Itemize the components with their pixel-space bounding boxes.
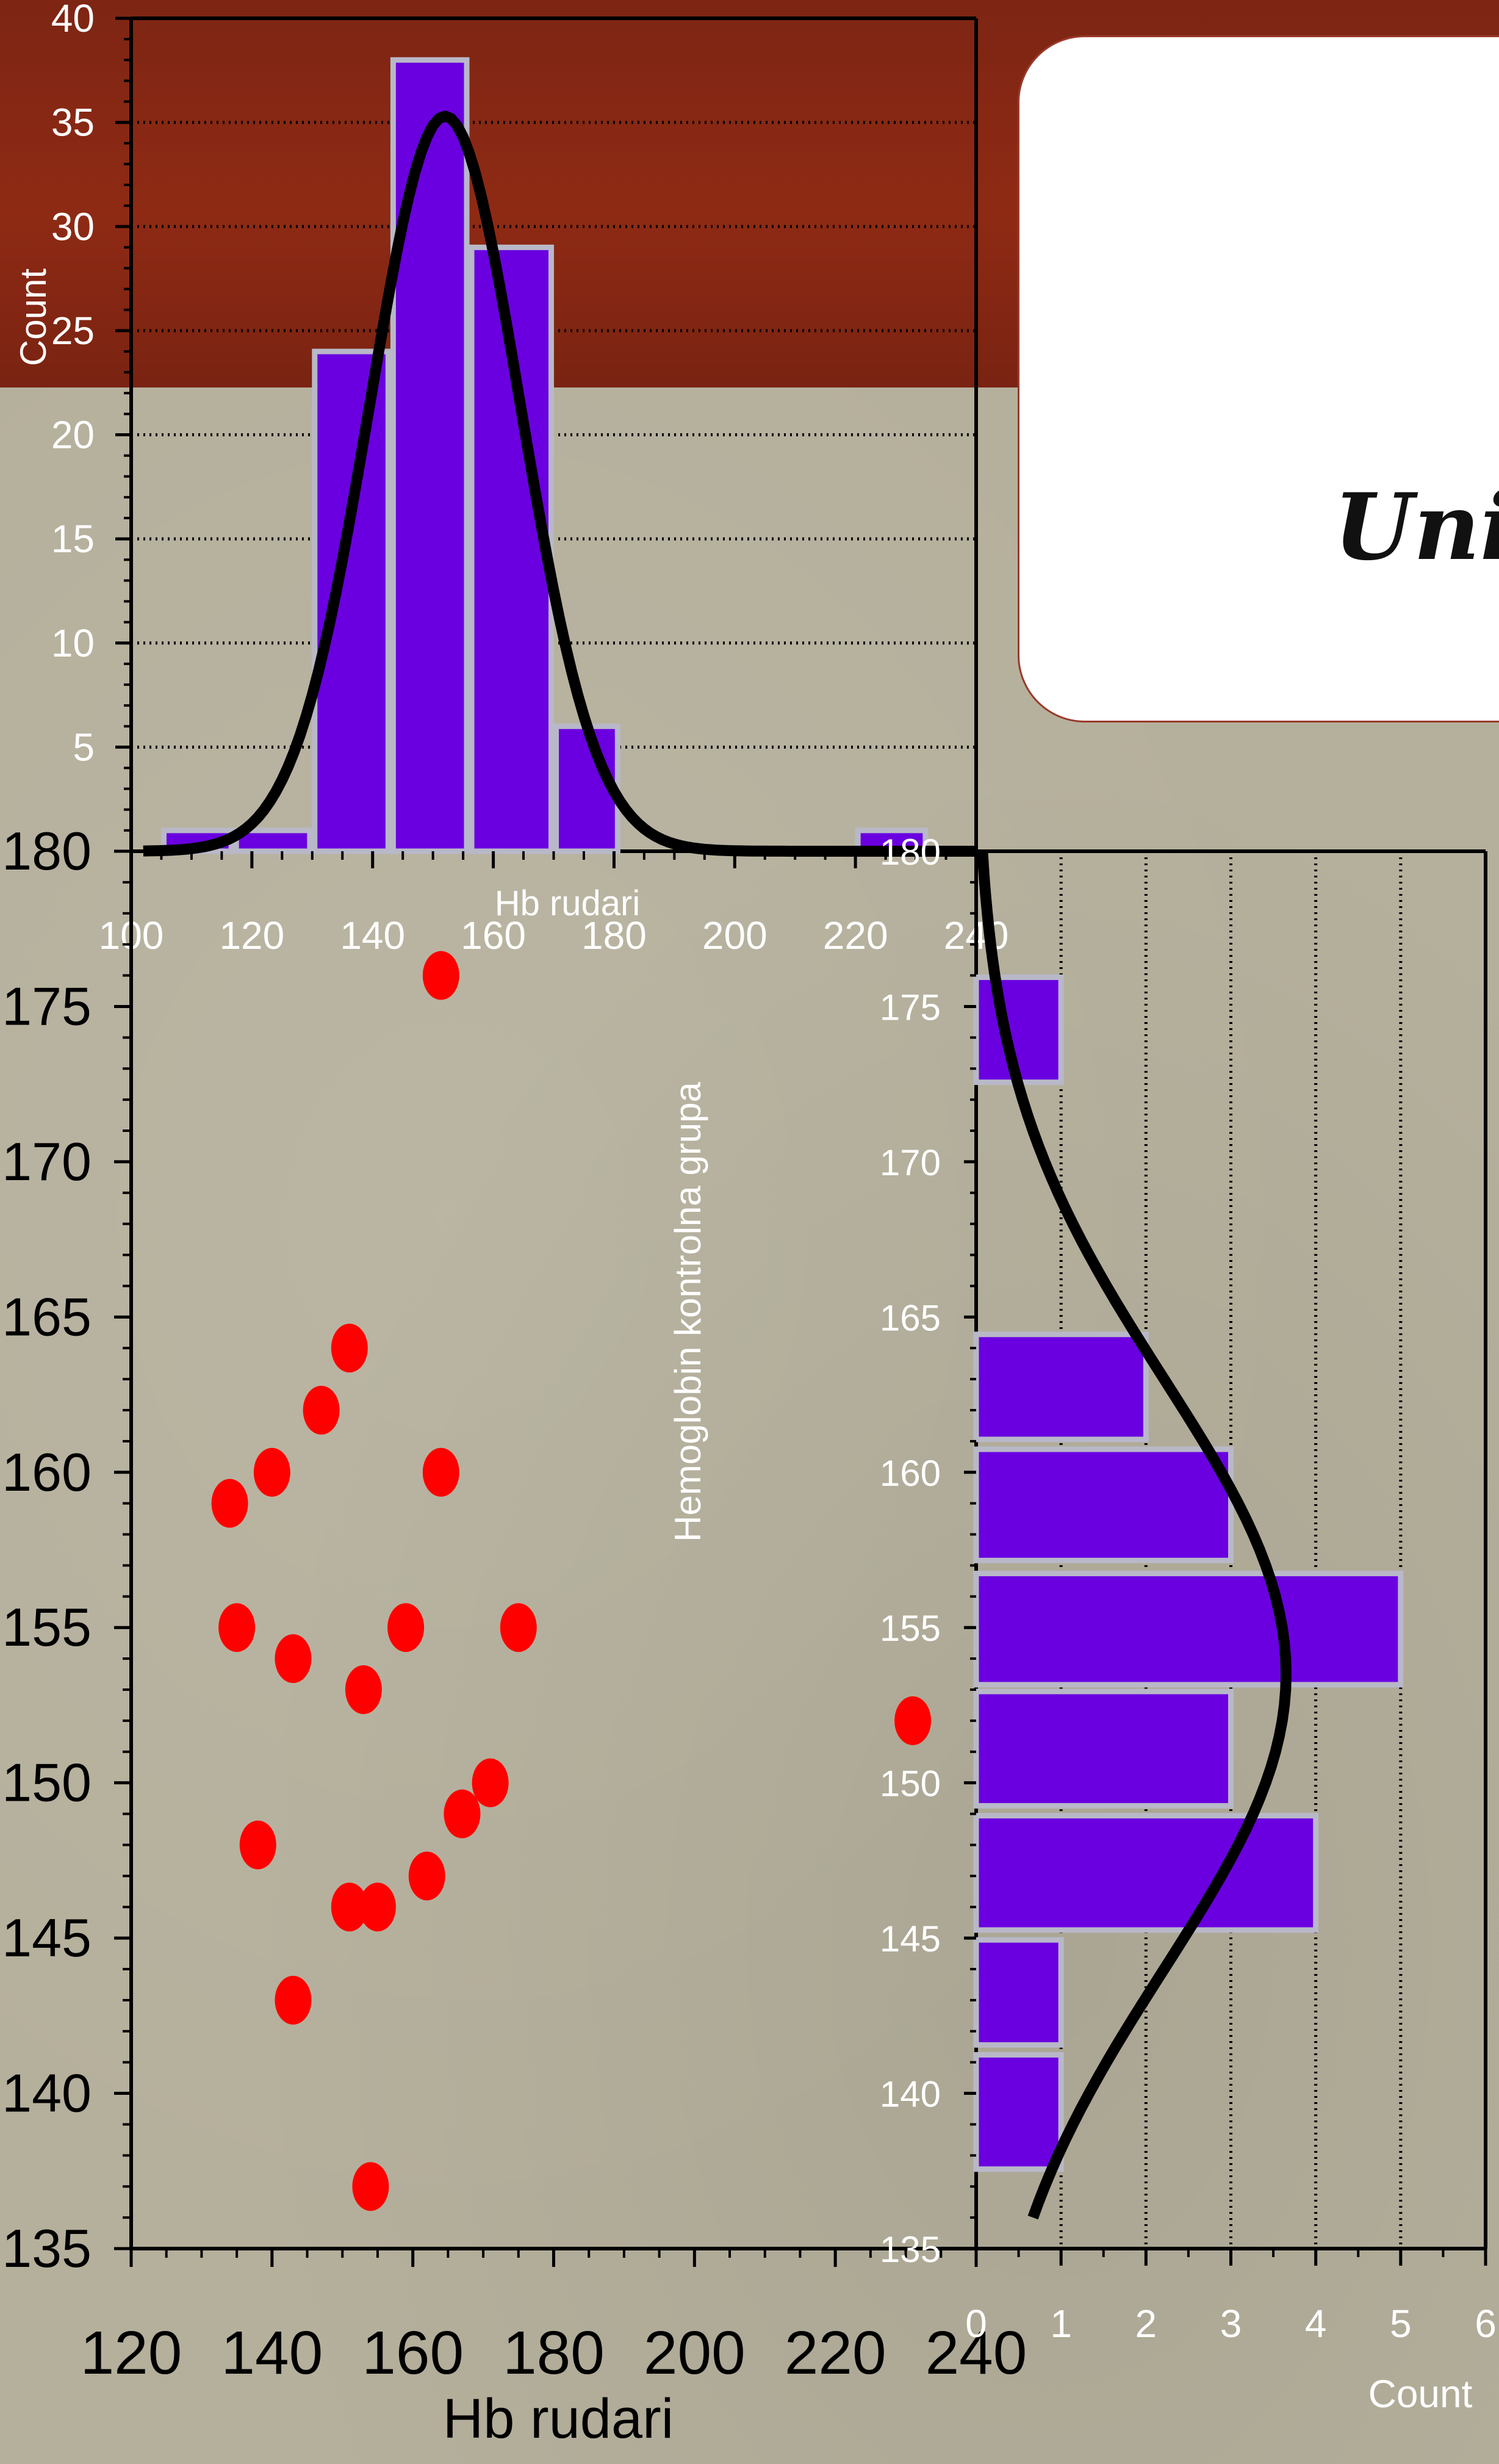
scatter-x-tick-label: 140	[221, 2319, 323, 2387]
scatter-point	[331, 1324, 368, 1373]
top-x-tick-label: 180	[581, 913, 647, 957]
scatter-point	[422, 951, 459, 1000]
scatter-point	[894, 1696, 932, 1745]
scatter-point	[275, 1634, 312, 1684]
right-y-tick-label: 145	[880, 1918, 941, 1959]
right-y-tick-label: 180	[880, 832, 941, 873]
right-y-tick-label: 140	[880, 2074, 941, 2115]
right-y-tick-label: 170	[880, 1142, 941, 1183]
scatter-y-tick-label: 145	[2, 1907, 92, 1968]
scatter-y-axis-label: Hemoglobin kontrolna grupa	[667, 1081, 708, 1541]
top-y-tick-label: 15	[51, 517, 95, 561]
scatter-point	[444, 1789, 481, 1839]
scatter-point	[303, 1386, 340, 1435]
scatter-point	[211, 1479, 248, 1528]
scatter-x-tick-label: 180	[503, 2319, 605, 2387]
right-histogram-bar	[973, 2052, 1064, 2172]
right-histogram-panel: 135 140 145 150 155 160 165 170 175 180 0 1 2 3 4 5 6Cou…	[880, 832, 1497, 2416]
right-x-tick-label: 5	[1390, 2302, 1412, 2346]
scatter-point	[331, 1882, 368, 1932]
top-histogram-bar	[312, 348, 391, 854]
scatter-x-tick-label: 120	[81, 2319, 182, 2387]
scatter-y-tick-label: 170	[2, 1131, 92, 1192]
top-x-tick-label: 140	[340, 913, 405, 957]
right-histogram-bar	[973, 974, 1064, 1086]
right-histogram-bar	[973, 1688, 1234, 1809]
title-card: Uni	[1018, 35, 1499, 722]
scatter-x-tick-label: 240	[926, 2319, 1027, 2387]
slide-title: Uni	[1334, 474, 1499, 581]
scatter-y-tick-label: 155	[2, 1597, 92, 1657]
scatter-point	[218, 1603, 256, 1652]
scatter-point	[500, 1603, 537, 1652]
scatter-point	[345, 1665, 382, 1714]
top-x-tick-label: 220	[823, 913, 888, 957]
right-x-tick-label: 4	[1305, 2302, 1327, 2346]
right-x-axis-label: Count	[1368, 2372, 1473, 2416]
scatter-point	[472, 1758, 509, 1807]
scatter-y-tick-label: 175	[2, 976, 92, 1036]
top-histogram-bar	[390, 57, 470, 854]
scatter-x-tick-label: 160	[362, 2319, 464, 2387]
right-histogram-bar	[973, 1813, 1319, 1933]
scatter-point	[239, 1820, 276, 1870]
scatter-point	[359, 1882, 396, 1932]
right-histogram-bar	[973, 1446, 1234, 1563]
right-x-tick-label: 0	[965, 2302, 987, 2346]
scatter-x-axis-label: Hb rudari	[443, 2388, 674, 2450]
right-y-tick-label: 135	[880, 2229, 941, 2270]
right-y-tick-label: 160	[880, 1453, 941, 1494]
top-y-tick-label: 10	[51, 621, 95, 665]
right-histogram-bar	[973, 1937, 1064, 2048]
right-x-tick-label: 2	[1135, 2302, 1157, 2346]
scatter-y-tick-label: 180	[2, 821, 92, 881]
scatter-point	[253, 1447, 290, 1497]
scatter-point	[408, 1851, 445, 1901]
right-histogram-bar	[973, 1331, 1149, 1443]
top-y-tick-label: 5	[73, 725, 95, 769]
scatter-point	[275, 1975, 312, 2025]
top-x-axis-label: Hb rudari	[495, 884, 641, 923]
scatter-y-tick-label: 135	[2, 2218, 92, 2278]
scatter-x-tick-label: 200	[644, 2319, 746, 2387]
scatter-point	[422, 1447, 459, 1497]
right-histogram-bar	[973, 1571, 1404, 1688]
right-x-tick-label: 3	[1220, 2302, 1242, 2346]
scatter-x-tick-label: 220	[785, 2319, 886, 2387]
top-y-tick-label: 25	[51, 309, 95, 353]
scatter-panel: 135 140 145 150 155 160 165 170 175 180 120 140 160 1…	[2, 821, 1027, 2450]
scatter-y-tick-label: 150	[2, 1753, 92, 1813]
top-y-axis-label: Count	[13, 268, 54, 366]
top-y-tick-label: 20	[51, 413, 95, 457]
top-x-tick-label: 120	[219, 913, 284, 957]
top-y-tick-label: 30	[51, 204, 95, 248]
top-y-tick-label: 40	[51, 0, 95, 40]
right-y-tick-label: 175	[880, 987, 941, 1028]
top-y-tick-label: 35	[51, 101, 95, 145]
right-x-tick-label: 6	[1475, 2302, 1497, 2346]
scatter-y-tick-label: 165	[2, 1286, 92, 1347]
scatter-point	[387, 1603, 425, 1652]
top-normal-curve	[143, 110, 976, 857]
right-y-tick-label: 165	[880, 1297, 941, 1338]
top-x-tick-label: 200	[702, 913, 767, 957]
top-x-tick-label: 160	[461, 913, 526, 957]
right-normal-curve	[977, 851, 1292, 2220]
scatter-y-tick-label: 160	[2, 1442, 92, 1502]
scatter-point	[352, 2162, 389, 2211]
scatter-y-tick-label: 140	[2, 2063, 92, 2124]
right-y-tick-label: 150	[880, 1763, 941, 1804]
right-y-tick-label: 155	[880, 1608, 941, 1649]
right-x-tick-label: 1	[1050, 2302, 1072, 2346]
slide-background	[0, 387, 1499, 2464]
